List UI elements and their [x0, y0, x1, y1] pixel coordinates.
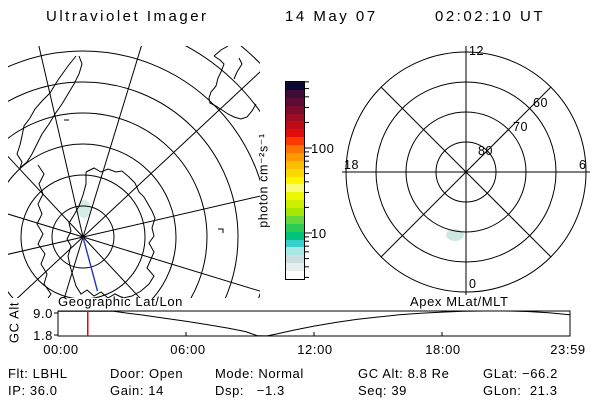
apex-polar-plot: 12 18 6 0 60 70 80: [342, 44, 590, 295]
gc-ytick-1.8: 1.8: [33, 328, 53, 343]
colorbar-tick-100: 100: [311, 141, 335, 156]
colorbar-band: [286, 97, 304, 106]
status-glon: GLon: 21.3: [483, 383, 558, 398]
date-label: 14 May 07: [285, 8, 378, 25]
latitude-ring: [8, 50, 260, 298]
xtick-0000: 00:00: [43, 342, 79, 357]
xtick-2359: 23:59: [550, 342, 586, 357]
colorbar-band: [286, 137, 304, 145]
geographic-map: [8, 46, 260, 298]
mlt-label-0: 0: [469, 277, 476, 291]
meridian-line: [82, 71, 260, 238]
colorbar-band: [286, 200, 304, 208]
latitude-ring: [8, 81, 239, 298]
colorbar-band: [286, 184, 304, 193]
colorbar-band: [286, 208, 304, 216]
xtick-1800: 18:00: [425, 342, 461, 357]
meridian-line: [8, 155, 84, 238]
status-filter: Flt: LBHL: [8, 366, 68, 381]
latitude-ring: [8, 143, 177, 298]
meridian-line: [16, 236, 84, 298]
colorbar-band: [286, 121, 304, 130]
colorbar-band: [286, 192, 304, 201]
xtick-1200: 12:00: [297, 342, 333, 357]
coastline-antarctica: [66, 167, 156, 298]
meridian-line: [82, 195, 260, 238]
polar-plot-caption: Apex MLat/MLT: [410, 294, 509, 309]
colorbar-band: [286, 176, 304, 185]
meridian-line: [38, 46, 84, 238]
colorbar-ticks: [305, 81, 312, 278]
gc-alt-curve: [58, 311, 570, 336]
colorbar-band: [286, 247, 304, 256]
gc-alt-axis-label: GC Alt: [6, 301, 22, 344]
colorbar-units-label: photon cm⁻²s⁻¹: [256, 133, 271, 228]
mlt-label-12: 12: [469, 44, 484, 58]
colorbar-band: [286, 152, 304, 161]
colorbar-band: [286, 129, 304, 138]
colorbar-band: [286, 263, 304, 271]
status-gc-alt: GC Alt: 8.8 Re: [358, 366, 450, 381]
colorbar-band: [286, 82, 304, 90]
status-ip: IP: 36.0: [8, 383, 58, 398]
status-gain: Gain: 14: [110, 383, 164, 398]
colorbar: [285, 81, 305, 280]
coastline-south-america-west: [16, 55, 77, 169]
meridian-line: [82, 236, 141, 298]
status-door: Door: Open: [110, 366, 184, 381]
latitude-ring: [8, 112, 208, 298]
latitude-ring: [240, 46, 260, 65]
mlat-label-60: 60: [533, 96, 548, 110]
coastline-africa-south: [208, 55, 257, 120]
app-title: Ultraviolet Imager: [46, 8, 209, 25]
colorbar-band: [286, 271, 304, 279]
colorbar-band: [286, 239, 304, 248]
time-label: 02:02:10 UT: [435, 8, 546, 25]
zero-longitude-meridian: [82, 236, 99, 292]
coastline-africa-northeast: [213, 46, 229, 57]
airglow-blob: [77, 200, 91, 218]
colorbar-band: [286, 231, 304, 240]
mlat-label-80: 80: [478, 144, 493, 158]
latitude-ring: [184, 46, 260, 113]
colorbar-band: [286, 145, 304, 153]
coastline-antarctic-peninsula: [36, 164, 52, 298]
colorbar-band: [286, 168, 304, 177]
status-glat: GLat: −66.2: [483, 366, 558, 381]
colorbar-tick-10: 10: [311, 226, 327, 241]
mlt-spoke-diag: [380, 86, 552, 258]
gc-alt-plot: [54, 310, 571, 337]
colorbar-band: [286, 215, 304, 224]
colorbar-band: [286, 113, 304, 122]
colorbar-band: [286, 160, 304, 169]
colorbar-band: [286, 89, 304, 98]
coastline-south-america-east: [19, 55, 83, 169]
status-mode: Mode: Normal: [215, 366, 304, 381]
coastline-madagascar: [233, 57, 243, 80]
status-dsp: Dsp: −1.3: [215, 383, 285, 398]
latitude-ring: [51, 205, 115, 269]
latitude-ring: [20, 174, 146, 298]
status-seq: Seq: 39: [358, 383, 408, 398]
meridian-line: [8, 213, 84, 238]
mlt-label-6: 6: [579, 158, 586, 172]
meridian-line: [82, 46, 142, 238]
meridian-line: [82, 236, 260, 292]
mlat-label-70: 70: [513, 120, 528, 134]
geo-map-caption: Geographic Lat/Lon: [58, 294, 183, 309]
meridian-line: [63, 236, 84, 298]
mlt-label-18: 18: [344, 158, 359, 172]
colorbar-band: [286, 255, 304, 264]
colorbar-band: [286, 223, 304, 232]
xtick-0600: 06:00: [170, 342, 206, 357]
gc-ytick-9: 9.0: [33, 306, 53, 321]
coastline-island-south-indian: [218, 228, 224, 233]
colorbar-band: [286, 105, 304, 114]
meridian-line: [8, 236, 84, 255]
